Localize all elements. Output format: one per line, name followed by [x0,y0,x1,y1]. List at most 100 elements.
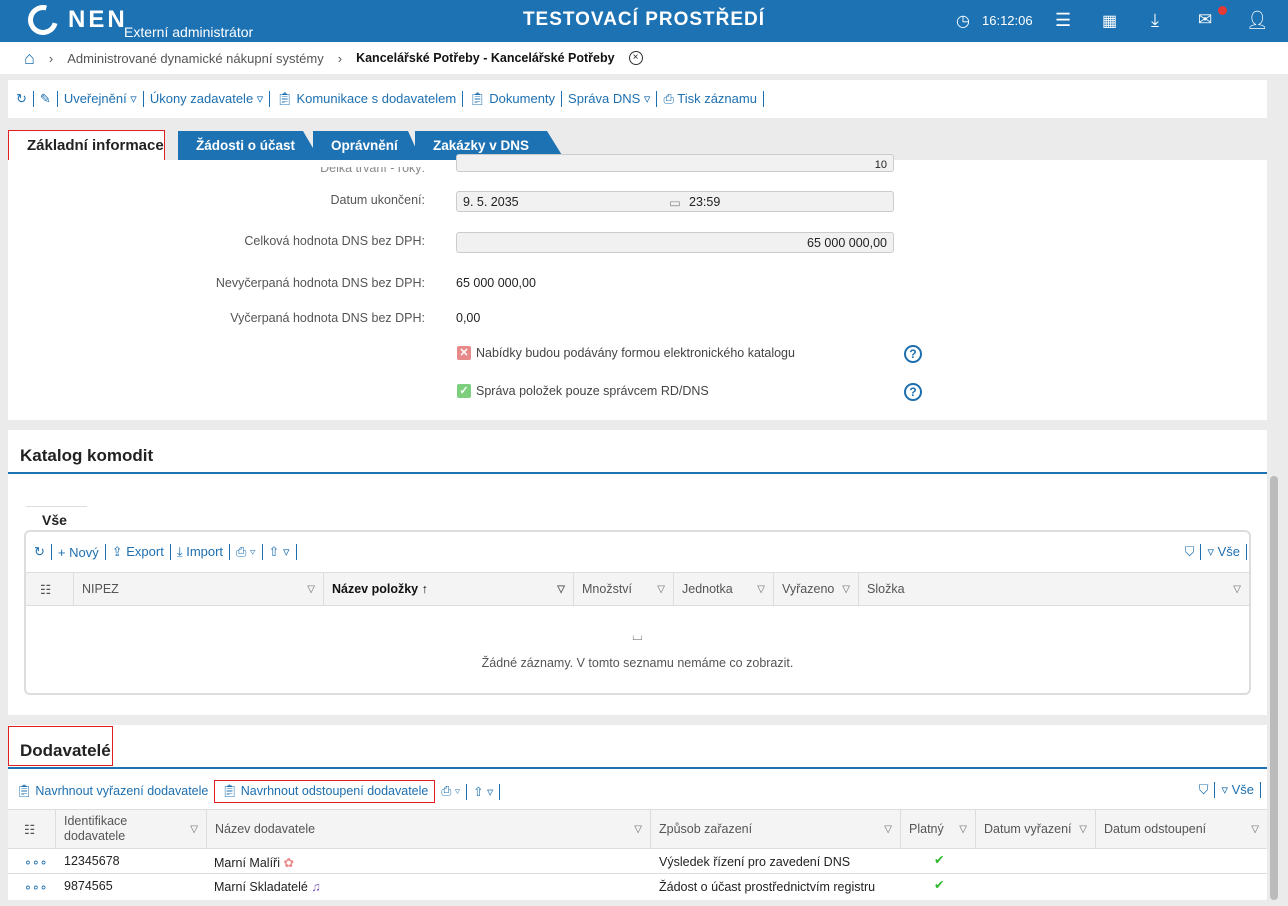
logo-text: NEN [68,6,128,33]
breadcrumb-item[interactable]: Administrované dynamické nákupní systémy [67,50,324,66]
music-note-icon: ♫ [311,880,321,894]
col-supplier-name[interactable]: Název dodavatele ▽ [207,810,651,848]
filter-icon[interactable]: ⛉ [1184,544,1195,559]
inclusion-method: Výsledek řízení pro zavedení DNS [659,855,851,869]
end-date-value: 9. 5. 2035 [463,195,519,209]
row-menu-icon[interactable]: ∘∘∘ [24,855,48,869]
duration-field[interactable]: 10 [456,154,894,172]
export-button[interactable]: ⇪ Export [111,544,164,559]
row-menu-icon[interactable]: ∘∘∘ [24,880,48,894]
col-quantity[interactable]: Množství ▽ [574,573,674,605]
edit-icon[interactable]: ✎ [39,91,51,106]
chevron-right-icon: › [48,50,54,66]
col-unit[interactable]: Jednotka ▽ [674,573,774,605]
basic-info-form: Délka trvání - roky: 10 Datum ukončení: … [8,154,1267,420]
palette-icon: ✿ [283,856,294,870]
col-item-name[interactable]: Název položky ↑ ▽ [324,573,574,605]
breadcrumb: ⌂ › Administrované dynamické nákupní sys… [0,42,1288,74]
section-title: Katalog komodit [20,446,154,465]
print-menu[interactable]: ⎙ ▿ [236,544,256,559]
table-row[interactable]: ∘∘∘ 9874565 Marní Skladatelé ♫ Žádost o … [8,874,1267,899]
subtab-all[interactable]: Vše [26,506,102,532]
supplier-name: Marní Skladatelé ♫ [214,880,321,894]
inclusion-method: Žádost o účast prostřednictvím registru [659,880,876,894]
home-icon[interactable]: ⌂ [24,47,35,68]
share-menu[interactable]: ⇧ ▿ [473,785,494,799]
calendar-icon[interactable]: ▦ [1102,13,1118,30]
end-date-field[interactable]: 9. 5. 2035 ▭ 23:59 [456,191,894,212]
user-role: Externí administrátor [124,24,254,40]
used-value: 0,00 [456,311,481,325]
filter-all[interactable]: ▿ Vše [1207,544,1240,559]
app-header: NEN Externí administrátor TESTOVACÍ PROS… [0,0,1288,42]
user-icon[interactable]: 👤︎ [1246,10,1269,30]
toolbar-communication[interactable]: 📋︎ Komunikace s dodavatelem [276,91,457,106]
chevron-right-icon: › [337,50,343,66]
supplier-name: Marní Malíři ✿ [214,856,294,870]
total-value-field[interactable]: 65 000 000,00 [456,232,894,253]
admin-only-checkbox[interactable]: ✓ Správa položek pouze správcem RD/DNS [457,384,709,398]
help-icon[interactable]: ? [904,383,922,401]
end-date-label: Datum ukončení: [330,193,426,207]
toolbar-actions[interactable]: Úkony zadavatele ▿ [149,91,264,106]
filter-all[interactable]: ▿ Vše [1221,782,1254,797]
remaining-value: 65 000 000,00 [456,276,536,290]
column-settings-icon[interactable]: ☷ [8,810,56,848]
new-button[interactable]: + Nový [57,544,99,560]
refresh-icon[interactable]: ↻ [16,91,27,106]
cross-icon: ✕ [457,346,471,360]
used-value-label: Vyčerpaná hodnota DNS bez DPH: [230,311,425,325]
end-time-value: 23:59 [689,195,721,209]
calendar-icon[interactable]: ▭ [669,196,681,210]
column-settings-icon[interactable]: ☷ [26,573,74,605]
toolbar-print[interactable]: ⎙ Tisk záznamu [663,91,757,106]
tab-permissions[interactable]: Oprávnění [313,131,421,160]
check-icon: ✔ [934,878,945,892]
total-value-label: Celková hodnota DNS bez DPH: [244,234,425,248]
record-toolbar: ↻ ✎ Uveřejnění ▿ Úkony zadavatele ▿ 📋︎ K… [8,80,1267,118]
download-icon[interactable]: ⤓ [1151,10,1159,30]
check-icon: ✓ [457,384,471,398]
mail-icon[interactable]: ✉ [1198,10,1213,29]
clipboard-icon: 📋︎ [276,91,293,106]
table-row[interactable]: ∘∘∘ 12345678 Marní Malíři ✿ Výsledek říz… [8,849,1267,874]
tab-basic-info[interactable]: Základní informace [8,130,165,161]
col-supplier-id[interactable]: Identifikace dodavatele ▽ [56,810,207,848]
catalog-offers-checkbox[interactable]: ✕ Nabídky budou podávány formou elektroni… [457,346,795,360]
breadcrumb-current: Kancelářské Potřeby - Kancelářské Potřeb… [356,51,615,65]
col-removal-date[interactable]: Datum vyřazení ▽ [976,810,1096,848]
toolbar-documents[interactable]: 📋︎ Dokumenty [469,91,556,106]
col-valid[interactable]: Platný ▽ [901,810,976,848]
filter-icon[interactable]: ⛉ [1198,782,1209,797]
col-removed[interactable]: Vyřazeno ▽ [774,573,859,605]
clock-time: 16:12:06 [982,13,1033,28]
toolbar-publish[interactable]: Uveřejnění ▿ [63,91,137,106]
remaining-value-label: Nevyčerpaná hodnota DNS bez DPH: [215,276,425,290]
refresh-icon[interactable]: ↻ [34,544,45,559]
empty-message: Žádné záznamy. V tomto seznamu nemáme co… [481,656,794,670]
catalog-section: Katalog komodit Vše ↻ + Nový ⇪ Export ⤓ … [8,430,1267,715]
toolbar-dns-admin[interactable]: Správa DNS ▿ [568,91,651,106]
close-icon[interactable]: × [628,51,643,65]
environment-title: TESTOVACÍ PROSTŘEDÍ [522,9,766,30]
help-icon[interactable]: ? [904,345,922,363]
supplier-id: 9874565 [64,879,113,893]
import-button[interactable]: ⤓ Import [176,544,224,559]
print-menu[interactable]: ⎙ ▿ [441,784,461,798]
col-inclusion-method[interactable]: Způsob zařazení ▽ [651,810,901,848]
propose-withdrawal-button[interactable]: 📋︎ Navrhnout odstoupení dodavatele [214,780,436,803]
print-icon: ⎙ [663,91,674,106]
section-title: Dodavatelé [20,741,111,760]
col-withdrawal-date[interactable]: Datum odstoupení ▽ [1104,822,1259,836]
empty-tray-icon: ⌴ [632,628,643,643]
col-folder[interactable]: Složka ▽ [867,582,1241,596]
col-nipez[interactable]: NIPEZ ▽ [74,573,324,605]
supplier-id: 12345678 [64,854,120,868]
share-menu[interactable]: ⇧ ▿ [268,544,290,559]
scrollbar[interactable] [1270,476,1278,900]
duration-label: Délka trvání - roky: [320,161,425,175]
menu-icon[interactable]: ☰ [1055,10,1072,30]
propose-removal-button[interactable]: 📋︎ Navrhnout vyřazení dodavatele [16,784,209,798]
tab-participation-requests[interactable]: Žádosti o účast [178,131,320,160]
notification-dot [1218,6,1227,15]
